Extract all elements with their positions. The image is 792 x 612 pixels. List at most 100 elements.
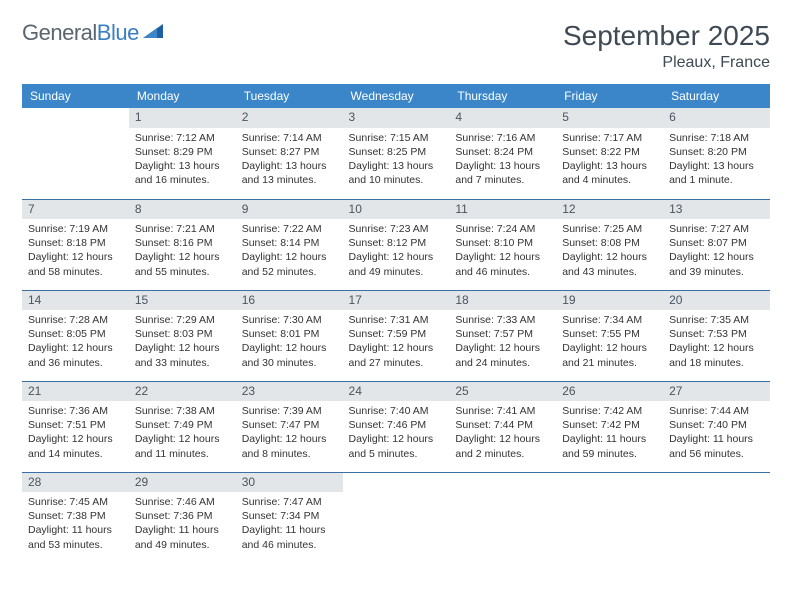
calendar-day-cell: 16Sunrise: 7:30 AMSunset: 8:01 PMDayligh… (236, 290, 343, 381)
sunrise-text: Sunrise: 7:28 AM (28, 313, 123, 327)
page: GeneralBlue September 2025 Pleaux, Franc… (0, 0, 792, 583)
day-number: 21 (22, 382, 129, 402)
calendar-day-cell: 7Sunrise: 7:19 AMSunset: 8:18 PMDaylight… (22, 199, 129, 290)
logo-text: GeneralBlue (22, 20, 139, 46)
daylight-text: Daylight: 13 hours and 7 minutes. (455, 159, 550, 187)
sunset-text: Sunset: 8:03 PM (135, 327, 230, 341)
sunrise-text: Sunrise: 7:40 AM (349, 404, 444, 418)
daylight-text: Daylight: 12 hours and 18 minutes. (669, 341, 764, 369)
day-details: Sunrise: 7:27 AMSunset: 8:07 PMDaylight:… (663, 219, 770, 283)
calendar-day-cell: 17Sunrise: 7:31 AMSunset: 7:59 PMDayligh… (343, 290, 450, 381)
sunset-text: Sunset: 7:53 PM (669, 327, 764, 341)
daylight-text: Daylight: 12 hours and 30 minutes. (242, 341, 337, 369)
sunrise-text: Sunrise: 7:41 AM (455, 404, 550, 418)
daylight-text: Daylight: 12 hours and 2 minutes. (455, 432, 550, 460)
sunrise-text: Sunrise: 7:19 AM (28, 222, 123, 236)
calendar-day-cell: 9Sunrise: 7:22 AMSunset: 8:14 PMDaylight… (236, 199, 343, 290)
sunrise-text: Sunrise: 7:39 AM (242, 404, 337, 418)
day-number: 24 (343, 382, 450, 402)
sunset-text: Sunset: 7:40 PM (669, 418, 764, 432)
day-details: Sunrise: 7:31 AMSunset: 7:59 PMDaylight:… (343, 310, 450, 374)
calendar-day-cell: 4Sunrise: 7:16 AMSunset: 8:24 PMDaylight… (449, 108, 556, 199)
calendar-week-row: 28Sunrise: 7:45 AMSunset: 7:38 PMDayligh… (22, 472, 770, 563)
logo-word-1: General (22, 20, 97, 45)
sunrise-text: Sunrise: 7:36 AM (28, 404, 123, 418)
logo: GeneralBlue (22, 20, 165, 46)
sunset-text: Sunset: 7:42 PM (562, 418, 657, 432)
daylight-text: Daylight: 12 hours and 14 minutes. (28, 432, 123, 460)
sunset-text: Sunset: 7:34 PM (242, 509, 337, 523)
sunrise-text: Sunrise: 7:14 AM (242, 131, 337, 145)
calendar-day-cell (449, 472, 556, 563)
daylight-text: Daylight: 13 hours and 1 minute. (669, 159, 764, 187)
daylight-text: Daylight: 12 hours and 5 minutes. (349, 432, 444, 460)
calendar-day-cell: 30Sunrise: 7:47 AMSunset: 7:34 PMDayligh… (236, 472, 343, 563)
day-number: 29 (129, 473, 236, 493)
day-number: 6 (663, 108, 770, 128)
daylight-text: Daylight: 12 hours and 24 minutes. (455, 341, 550, 369)
calendar-day-cell: 8Sunrise: 7:21 AMSunset: 8:16 PMDaylight… (129, 199, 236, 290)
day-number: 30 (236, 473, 343, 493)
sunset-text: Sunset: 7:51 PM (28, 418, 123, 432)
logo-triangle-icon (143, 22, 165, 45)
day-number: 1 (129, 108, 236, 128)
calendar-week-row: 21Sunrise: 7:36 AMSunset: 7:51 PMDayligh… (22, 381, 770, 472)
calendar-day-cell: 20Sunrise: 7:35 AMSunset: 7:53 PMDayligh… (663, 290, 770, 381)
calendar-day-cell: 3Sunrise: 7:15 AMSunset: 8:25 PMDaylight… (343, 108, 450, 199)
calendar-day-cell: 15Sunrise: 7:29 AMSunset: 8:03 PMDayligh… (129, 290, 236, 381)
calendar-day-cell: 1Sunrise: 7:12 AMSunset: 8:29 PMDaylight… (129, 108, 236, 199)
daylight-text: Daylight: 12 hours and 36 minutes. (28, 341, 123, 369)
sunset-text: Sunset: 7:38 PM (28, 509, 123, 523)
weekday-header: Saturday (663, 84, 770, 108)
day-number: 22 (129, 382, 236, 402)
sunrise-text: Sunrise: 7:23 AM (349, 222, 444, 236)
weekday-header: Tuesday (236, 84, 343, 108)
day-details: Sunrise: 7:36 AMSunset: 7:51 PMDaylight:… (22, 401, 129, 465)
calendar-day-cell: 25Sunrise: 7:41 AMSunset: 7:44 PMDayligh… (449, 381, 556, 472)
sunrise-text: Sunrise: 7:46 AM (135, 495, 230, 509)
calendar-day-cell: 13Sunrise: 7:27 AMSunset: 8:07 PMDayligh… (663, 199, 770, 290)
daylight-text: Daylight: 12 hours and 55 minutes. (135, 250, 230, 278)
daylight-text: Daylight: 11 hours and 59 minutes. (562, 432, 657, 460)
day-details: Sunrise: 7:25 AMSunset: 8:08 PMDaylight:… (556, 219, 663, 283)
sunset-text: Sunset: 7:46 PM (349, 418, 444, 432)
day-number: 12 (556, 200, 663, 220)
logo-word-2: Blue (97, 20, 139, 45)
day-number: 13 (663, 200, 770, 220)
calendar-day-cell: 5Sunrise: 7:17 AMSunset: 8:22 PMDaylight… (556, 108, 663, 199)
sunset-text: Sunset: 8:10 PM (455, 236, 550, 250)
calendar-day-cell: 23Sunrise: 7:39 AMSunset: 7:47 PMDayligh… (236, 381, 343, 472)
daylight-text: Daylight: 12 hours and 52 minutes. (242, 250, 337, 278)
daylight-text: Daylight: 12 hours and 21 minutes. (562, 341, 657, 369)
sunset-text: Sunset: 7:36 PM (135, 509, 230, 523)
calendar-day-cell: 27Sunrise: 7:44 AMSunset: 7:40 PMDayligh… (663, 381, 770, 472)
calendar-week-row: 1Sunrise: 7:12 AMSunset: 8:29 PMDaylight… (22, 108, 770, 199)
day-number: 4 (449, 108, 556, 128)
sunset-text: Sunset: 8:12 PM (349, 236, 444, 250)
day-details: Sunrise: 7:39 AMSunset: 7:47 PMDaylight:… (236, 401, 343, 465)
daylight-text: Daylight: 12 hours and 27 minutes. (349, 341, 444, 369)
day-details: Sunrise: 7:41 AMSunset: 7:44 PMDaylight:… (449, 401, 556, 465)
sunset-text: Sunset: 7:55 PM (562, 327, 657, 341)
day-details: Sunrise: 7:28 AMSunset: 8:05 PMDaylight:… (22, 310, 129, 374)
sunset-text: Sunset: 8:01 PM (242, 327, 337, 341)
calendar-day-cell (343, 472, 450, 563)
day-number: 14 (22, 291, 129, 311)
day-number: 27 (663, 382, 770, 402)
daylight-text: Daylight: 12 hours and 33 minutes. (135, 341, 230, 369)
daylight-text: Daylight: 12 hours and 8 minutes. (242, 432, 337, 460)
sunrise-text: Sunrise: 7:31 AM (349, 313, 444, 327)
calendar-day-cell: 18Sunrise: 7:33 AMSunset: 7:57 PMDayligh… (449, 290, 556, 381)
day-details: Sunrise: 7:29 AMSunset: 8:03 PMDaylight:… (129, 310, 236, 374)
day-number: 18 (449, 291, 556, 311)
day-number: 2 (236, 108, 343, 128)
calendar-day-cell: 11Sunrise: 7:24 AMSunset: 8:10 PMDayligh… (449, 199, 556, 290)
calendar-day-cell: 29 Sunrise: 7:46 AMSunset: 7:36 PMDayligh… (129, 472, 236, 563)
sunset-text: Sunset: 7:49 PM (135, 418, 230, 432)
daylight-text: Daylight: 11 hours and 46 minutes. (242, 523, 337, 551)
calendar-table: Sunday Monday Tuesday Wednesday Thursday… (22, 84, 770, 563)
sunrise-text: Sunrise: 7:12 AM (135, 131, 230, 145)
sunrise-text: Sunrise: 7:22 AM (242, 222, 337, 236)
day-number: 9 (236, 200, 343, 220)
daylight-text: Daylight: 11 hours and 49 minutes. (135, 523, 230, 551)
